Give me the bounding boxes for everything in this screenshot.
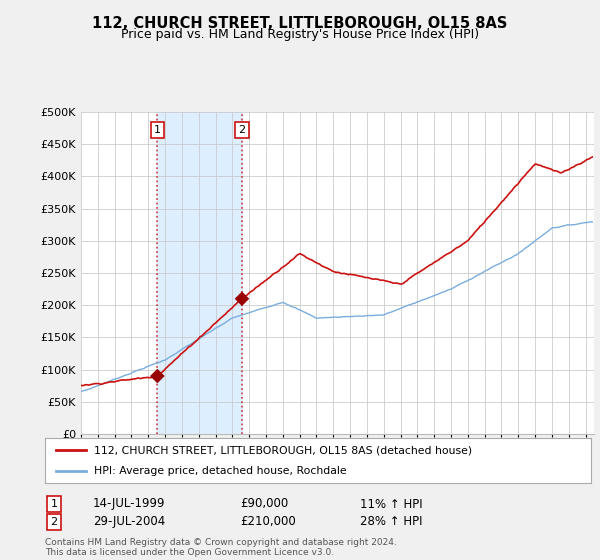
Text: 28% ↑ HPI: 28% ↑ HPI [360,515,422,529]
Text: 112, CHURCH STREET, LITTLEBOROUGH, OL15 8AS (detached house): 112, CHURCH STREET, LITTLEBOROUGH, OL15 … [94,445,472,455]
Text: 1: 1 [50,499,58,509]
Point [237,295,247,304]
Text: HPI: Average price, detached house, Rochdale: HPI: Average price, detached house, Roch… [94,465,347,475]
Text: £210,000: £210,000 [240,515,296,529]
Text: 29-JUL-2004: 29-JUL-2004 [93,515,165,529]
Text: 112, CHURCH STREET, LITTLEBOROUGH, OL15 8AS: 112, CHURCH STREET, LITTLEBOROUGH, OL15 … [92,16,508,31]
Text: 14-JUL-1999: 14-JUL-1999 [93,497,166,511]
Text: 2: 2 [50,517,58,527]
Text: 2: 2 [238,125,245,135]
Text: 1: 1 [154,125,161,135]
Text: Price paid vs. HM Land Registry's House Price Index (HPI): Price paid vs. HM Land Registry's House … [121,28,479,41]
Text: Contains HM Land Registry data © Crown copyright and database right 2024.
This d: Contains HM Land Registry data © Crown c… [45,538,397,557]
Bar [157,112,242,434]
Point [152,372,162,381]
Text: 11% ↑ HPI: 11% ↑ HPI [360,497,422,511]
Text: £90,000: £90,000 [240,497,288,511]
